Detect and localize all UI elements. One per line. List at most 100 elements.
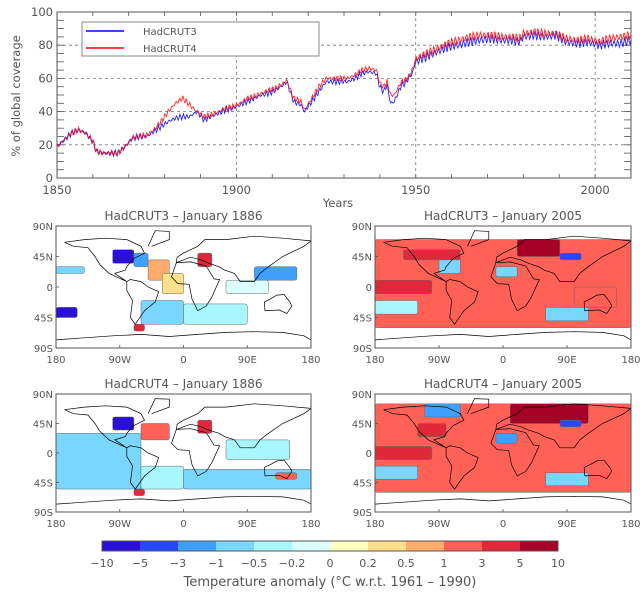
map-lat-label: 45N [352, 420, 372, 431]
map-lon-label: 90E [557, 519, 576, 530]
map-anomaly-region [495, 266, 518, 278]
colorbar-tick-label: −0.2 [279, 557, 306, 570]
colorbar-cell [368, 541, 407, 551]
colorbar-cell [254, 541, 293, 551]
coastline [64, 405, 145, 449]
coastline [495, 235, 631, 282]
map-lat-label: 45N [33, 420, 53, 431]
map-lat-label: 45S [353, 314, 372, 325]
map-lat-label: 90N [352, 390, 372, 401]
x-tick-label: 1850 [42, 183, 71, 197]
coastline [490, 261, 540, 312]
map-lon-label: 90W [428, 355, 451, 366]
colorbar-cell [140, 541, 179, 551]
map-data [375, 398, 631, 505]
map-lat-label: 90S [353, 508, 372, 519]
colorbar-cells [102, 541, 559, 551]
x-tick-label: 1900 [222, 183, 251, 197]
coastline [445, 279, 479, 325]
coastline [176, 235, 311, 282]
coverage-ticks [57, 11, 631, 179]
map-data [56, 230, 311, 341]
coverage-gridlines [57, 12, 631, 178]
series-line-hadcrut4 [56, 27, 632, 157]
map-lat-label: 90N [352, 222, 372, 233]
coastline [375, 495, 631, 505]
coastline [375, 331, 631, 341]
map-lat-label: 90N [33, 222, 53, 233]
map-lon-label: 90E [238, 519, 257, 530]
colorbar-cell [444, 541, 483, 551]
map-lat-label: 45S [353, 479, 372, 490]
map-data [375, 230, 631, 341]
coastline [171, 428, 221, 477]
coastline [126, 445, 160, 490]
coastline [490, 428, 540, 477]
map-lon-label: 180 [365, 355, 384, 366]
map-lon-label: 90W [108, 355, 131, 366]
coastline [263, 294, 293, 314]
map-anomaly-region [112, 249, 135, 264]
map-anomaly-region [133, 488, 145, 496]
colorbar-tick-label: −5 [132, 557, 148, 570]
map-anomaly-region [225, 439, 290, 460]
map-lon-label: 90W [428, 519, 451, 530]
coastline [583, 294, 613, 314]
colorbar-tick-label: −0.5 [241, 557, 268, 570]
y-tick-label: 100 [31, 5, 53, 19]
coastline [383, 237, 465, 282]
map-anomaly-region [56, 433, 142, 490]
colorbar-tick-label: 5 [517, 557, 524, 570]
map-anomaly-region [375, 446, 433, 460]
map-lon-label: 90E [557, 355, 576, 366]
coastline [176, 403, 311, 449]
map-lat-label: 45S [34, 314, 53, 325]
colorbar-cell [406, 541, 445, 551]
coastline [126, 279, 160, 325]
coverage-x-axis-label: Years [322, 196, 353, 210]
map-anomaly-region [424, 403, 461, 418]
coastline [56, 495, 311, 505]
map-lon-label: 180 [301, 519, 320, 530]
colorbar-tick-label: −3 [170, 557, 186, 570]
colorbar-cell [102, 541, 141, 551]
colorbar-frame [101, 540, 559, 552]
x-tick-label: 2000 [580, 183, 609, 197]
coverage-y-tick-labels: 0 20 40 60 80 100 [31, 5, 53, 185]
map-lat-label: 45N [352, 253, 372, 264]
coastline [147, 230, 170, 247]
map-anomaly-region [545, 307, 589, 322]
map-lon-label: 0 [500, 519, 506, 530]
map-lon-label: 0 [180, 519, 186, 530]
map-lon-label: 90E [238, 355, 257, 366]
coastline [383, 405, 465, 449]
map-lat-label: 0 [366, 449, 372, 460]
map-anomaly-region [112, 416, 135, 431]
coverage-plot: 0 20 40 60 80 100 1850 1900 1950 2000 % of globa… [9, 5, 632, 210]
colorbar-label: Temperature anomaly (°C w.r.t. 1961 – 19… [183, 575, 477, 590]
colorbar: −10 −5 −3 −1 −0.5 −0.2 0 0.2 0.5 1 3 5 10 Temperatur… [90, 540, 565, 590]
map-anomaly-region [545, 472, 589, 487]
map-lat-label: 90S [34, 508, 53, 519]
map-lat-label: 0 [366, 283, 372, 294]
colorbar-tick-label: 0 [327, 557, 334, 570]
map-anomaly-region [140, 300, 184, 325]
coastline [467, 398, 490, 415]
map-anomaly-region [375, 279, 433, 295]
colorbar-cell [178, 541, 217, 551]
coastline [467, 230, 490, 247]
colorbar-cell [216, 541, 255, 551]
map-anomaly-region [495, 433, 518, 444]
map-anomaly-region [133, 324, 145, 332]
map-anomaly-region [275, 472, 298, 480]
map-anomaly-region [56, 266, 85, 274]
map-lon-label: 180 [365, 519, 384, 530]
map-title: HadCRUT4 – January 1886 [105, 377, 263, 391]
map-lon-label: 180 [46, 519, 65, 530]
map-lon-label: 180 [621, 355, 640, 366]
y-tick-label: 80 [38, 38, 53, 52]
map-anomaly-region [509, 403, 589, 424]
